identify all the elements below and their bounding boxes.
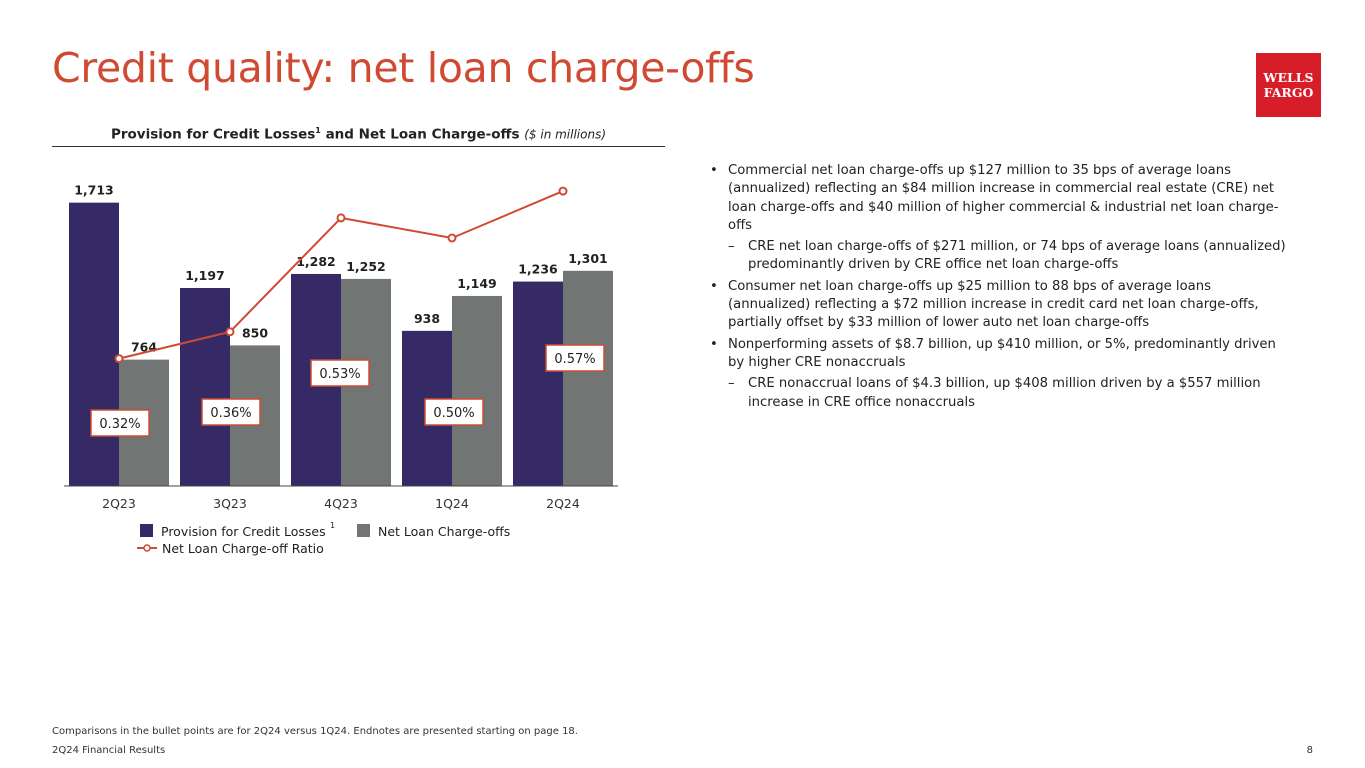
chargeoffs-bar xyxy=(563,270,613,486)
bar-value-label: 1,149 xyxy=(457,276,497,291)
ratio-value-label: 0.53% xyxy=(319,367,360,382)
ratio-point xyxy=(225,327,235,337)
ratio-value-label: 0.57% xyxy=(554,352,595,367)
bar-value-label: 938 xyxy=(414,311,440,326)
logo-line-2: FARGO xyxy=(1263,85,1314,100)
chart-heading: Provision for Credit Losses1 and Net Loa… xyxy=(52,126,665,147)
page-title: Credit quality: net loan charge-offs xyxy=(52,44,755,92)
ratio-label-box xyxy=(545,344,605,372)
x-tick-label: 3Q23 xyxy=(213,496,247,511)
footer-note: Comparisons in the bullet points are for… xyxy=(52,726,578,737)
x-tick-label: 2Q24 xyxy=(546,496,580,511)
sub-bullet-item: CRE net loan charge-offs of $271 million… xyxy=(710,238,1295,275)
legend-provision-swatch xyxy=(140,524,153,537)
x-tick-label: 4Q23 xyxy=(324,496,358,511)
bar-value-label: 1,252 xyxy=(346,259,386,274)
ratio-label-box xyxy=(90,409,150,437)
ratio-point xyxy=(447,233,457,243)
bar-value-label: 1,197 xyxy=(185,268,225,283)
provision-bar xyxy=(513,281,563,486)
ratio-label-box xyxy=(424,398,484,426)
ratio-value-label: 0.32% xyxy=(99,417,140,432)
chart-heading-footnote: 1 xyxy=(315,126,321,135)
ratio-label-box xyxy=(310,359,370,387)
bar-value-label: 1,713 xyxy=(74,183,114,198)
legend-chargeoffs-swatch xyxy=(357,524,370,537)
provision-bar xyxy=(180,288,230,486)
bullet-item: Consumer net loan charge-offs up $25 mil… xyxy=(710,278,1295,333)
ratio-point xyxy=(336,213,346,223)
ratio-point xyxy=(114,354,124,364)
bar-value-label: 1,301 xyxy=(568,251,608,266)
logo-line-1: WELLS xyxy=(1263,70,1314,85)
legend-provision-label: Provision for Credit Losses xyxy=(161,524,326,539)
bullet-item: Commercial net loan charge-offs up $127 … xyxy=(710,162,1295,235)
provision-bar xyxy=(69,202,119,487)
page-number: 8 xyxy=(1306,745,1313,756)
bullet-list: Commercial net loan charge-offs up $127 … xyxy=(710,162,1295,415)
chart-heading-main: Provision for Credit Losses xyxy=(110,126,316,143)
x-tick-label: 2Q23 xyxy=(102,496,136,511)
legend-ratio-label: Net Loan Charge-off Ratio xyxy=(162,541,324,556)
bar-value-label: 1,282 xyxy=(296,254,336,269)
bullet-item: Nonperforming assets of $8.7 billion, up… xyxy=(710,336,1295,373)
sub-bullet-item: CRE nonaccrual loans of $4.3 billion, up… xyxy=(710,375,1295,412)
legend-chargeoffs-label: Net Loan Charge-offs xyxy=(378,524,510,539)
legend-ratio-marker xyxy=(143,544,151,552)
ratio-value-label: 0.36% xyxy=(210,406,251,421)
ratio-value-label: 0.50% xyxy=(433,406,474,421)
chart-heading-rest: and Net Loan Charge-offs xyxy=(320,126,520,143)
bar-value-label: 1,236 xyxy=(518,262,558,277)
ratio-point xyxy=(558,186,568,196)
x-tick-label: 1Q24 xyxy=(435,496,469,511)
legend-footnote-marker: 1 xyxy=(330,521,335,530)
ratio-label-box xyxy=(201,398,261,426)
wells-fargo-logo: WELLS FARGO xyxy=(1256,53,1321,117)
bar-value-label: 850 xyxy=(242,325,268,340)
chart-heading-units: ($ in millions) xyxy=(524,127,607,142)
chargeoffs-bar xyxy=(452,295,502,486)
footer-report-name: 2Q24 Financial Results xyxy=(52,745,166,756)
